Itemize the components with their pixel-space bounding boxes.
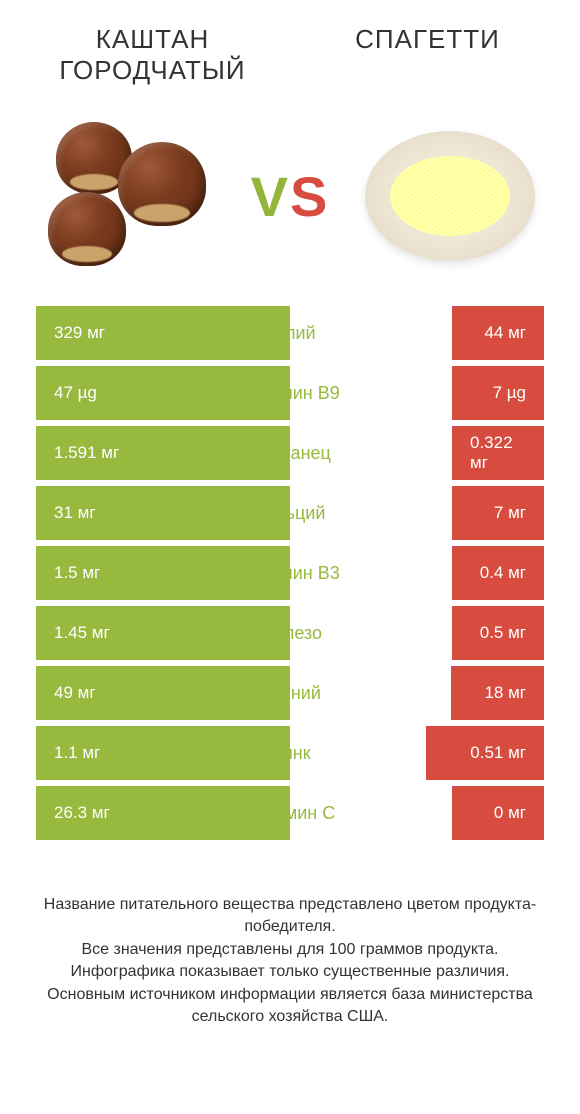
footer-line: Все значения представлены для 100 граммо… <box>28 939 552 961</box>
right-value-bar: 18 мг <box>451 666 544 720</box>
left-value-bar: 1.1 мг <box>36 726 290 780</box>
right-value-bar: 7 µg <box>452 366 544 420</box>
nutrient-label: Цинк <box>269 726 310 780</box>
left-value-bar: 1.45 мг <box>36 606 290 660</box>
right-product-title: СПАГЕТТИ <box>315 24 540 86</box>
vs-label: VS <box>251 164 330 229</box>
left-value-bar: 49 мг <box>36 666 290 720</box>
right-product-image <box>360 106 540 286</box>
nutrient-label: Кальций <box>255 486 326 540</box>
footer-notes: Название питательного вещества представл… <box>0 846 580 1028</box>
table-row: 1.591 мг0.322 мгМарганец <box>36 426 544 480</box>
right-value-bar: 0.5 мг <box>452 606 544 660</box>
right-value-bar: 0.322 мг <box>452 426 544 480</box>
left-value-bar: 31 мг <box>36 486 290 540</box>
left-product-title: КАШТАН ГОРОДЧАТЫЙ <box>40 24 265 86</box>
nutrient-label: Витамин B9 <box>240 366 340 420</box>
right-value-bar: 0.51 мг <box>426 726 544 780</box>
right-value-bar: 44 мг <box>452 306 544 360</box>
table-row: 31 мг 7 мг Кальций <box>36 486 544 540</box>
left-product-image <box>40 106 220 286</box>
images-row: VS <box>0 96 580 306</box>
nutrient-label: Витамин B3 <box>240 546 340 600</box>
footer-line: Инфографика показывает только существенн… <box>28 961 552 983</box>
vs-s: S <box>290 165 329 228</box>
vs-v: V <box>251 165 290 228</box>
nutrient-label: Железо <box>258 606 322 660</box>
comparison-table: 329 мг44 мгКалий47 µg7 µgВитамин B91.591… <box>0 306 580 840</box>
nutrient-label: Витамин C <box>245 786 335 840</box>
table-row: 1.1 мг 0.51 мг Цинк <box>36 726 544 780</box>
table-row: 1.45 мг 0.5 мг Железо <box>36 606 544 660</box>
chestnut-icon <box>40 116 220 276</box>
header: КАШТАН ГОРОДЧАТЫЙ СПАГЕТТИ <box>0 0 580 96</box>
right-value-bar: 0 мг <box>452 786 544 840</box>
table-row: 26.3 мг0 мгВитамин C <box>36 786 544 840</box>
spaghetti-icon <box>365 131 535 261</box>
nutrient-label: Калий <box>264 306 315 360</box>
table-row: 329 мг 44 мг Калий <box>36 306 544 360</box>
table-row: 49 мг 18 мг Магний <box>36 666 544 720</box>
right-value-bar: 7 мг <box>452 486 544 540</box>
left-value-bar: 329 мг <box>36 306 290 360</box>
table-row: 47 µg7 µgВитамин B9 <box>36 366 544 420</box>
table-row: 1.5 мг0.4 мгВитамин B3 <box>36 546 544 600</box>
right-value-bar: 0.4 мг <box>452 546 544 600</box>
footer-line: Основным источником информации является … <box>28 984 552 1029</box>
footer-line: Название питательного вещества представл… <box>28 894 552 939</box>
nutrient-label: Марганец <box>249 426 331 480</box>
nutrient-label: Магний <box>259 666 321 720</box>
